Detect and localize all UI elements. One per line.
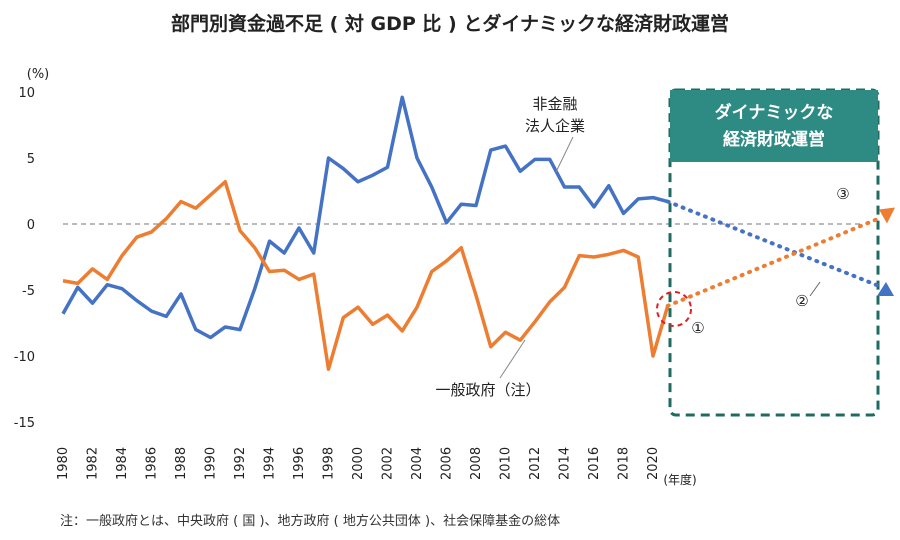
government-projection-line (665, 216, 881, 308)
corporate-series-line (61, 95, 669, 340)
y-tick-label: 10 (18, 86, 35, 101)
x-axis-unit: (年度) (663, 472, 696, 487)
x-tick-label: 1996 (292, 447, 307, 480)
x-tick-layer: 1980 1982 1984 1986 1988 1990 1992 1994 1996 1998… (56, 447, 661, 480)
x-tick-label: 1998 (322, 447, 337, 480)
government-series-label: 一般政府（注） (435, 381, 540, 399)
x-tick-label: 2020 (646, 447, 661, 480)
marker-2-leader (809, 281, 821, 297)
x-tick-label: 1986 (145, 447, 160, 480)
series-layer (61, 95, 670, 371)
x-tick-label: 2008 (469, 447, 484, 480)
y-tick-label: -15 (14, 416, 35, 431)
projection-layer: ① ② ③ (656, 185, 895, 337)
x-tick-label: 1982 (86, 447, 101, 480)
chart-title: 部門別資金過不足 ( 対 GDP 比 ) とダイナミックな経済財政運営 (171, 12, 729, 35)
marker-3: ③ (836, 185, 849, 203)
corporate-projection-arrow (877, 282, 894, 296)
government-series-line (62, 180, 670, 371)
x-tick-label: 1994 (263, 447, 278, 480)
x-tick-label: 2016 (587, 447, 602, 480)
x-tick-label: 2014 (558, 447, 573, 480)
government-label-leader (499, 339, 526, 379)
x-tick-label: 1984 (115, 447, 130, 480)
x-tick-label: 2010 (499, 447, 514, 480)
x-tick-label: 2006 (440, 447, 455, 480)
y-tick-layer: 10 5 0 -5 -10 -15 (14, 86, 35, 431)
x-tick-label: 1992 (233, 447, 248, 480)
annotation-box-layer: ダイナミックな経済財政運営 (668, 88, 880, 417)
marker-2: ② (795, 292, 808, 310)
y-tick-label: -10 (14, 350, 35, 365)
x-tick-label: 2002 (381, 447, 396, 480)
x-tick-label: 1980 (56, 447, 71, 480)
x-tick-label: 2018 (617, 447, 632, 480)
x-tick-label: 2000 (351, 447, 366, 480)
dynamic-policy-title-line: 経済財政運営 (723, 129, 825, 150)
y-tick-label: 0 (27, 218, 35, 233)
marker-1: ① (691, 319, 704, 337)
footnote: 注：一般政府とは、中央政府 ( 国 )、地方政府 ( 地方公共団体 )、社会保障… (60, 513, 560, 529)
y-axis-unit: (%) (27, 67, 50, 82)
x-tick-label: 1988 (174, 447, 189, 480)
y-tick-label: -5 (22, 284, 35, 299)
dynamic-policy-header (670, 90, 878, 162)
x-tick-label: 2004 (410, 447, 425, 480)
dynamic-policy-title-line: ダイナミックな (715, 102, 834, 123)
x-tick-label: 1990 (204, 447, 219, 480)
corporate-series-label: 法人企業 (525, 117, 585, 135)
corporate-label-leader (555, 136, 574, 173)
y-tick-label: 5 (27, 152, 35, 167)
government-projection-arrow (879, 207, 895, 224)
corporate-series-label: 非金融 (532, 95, 577, 113)
start-point-circle (656, 291, 692, 327)
x-tick-label: 2012 (528, 447, 543, 480)
corporate-projection-line (665, 199, 881, 288)
